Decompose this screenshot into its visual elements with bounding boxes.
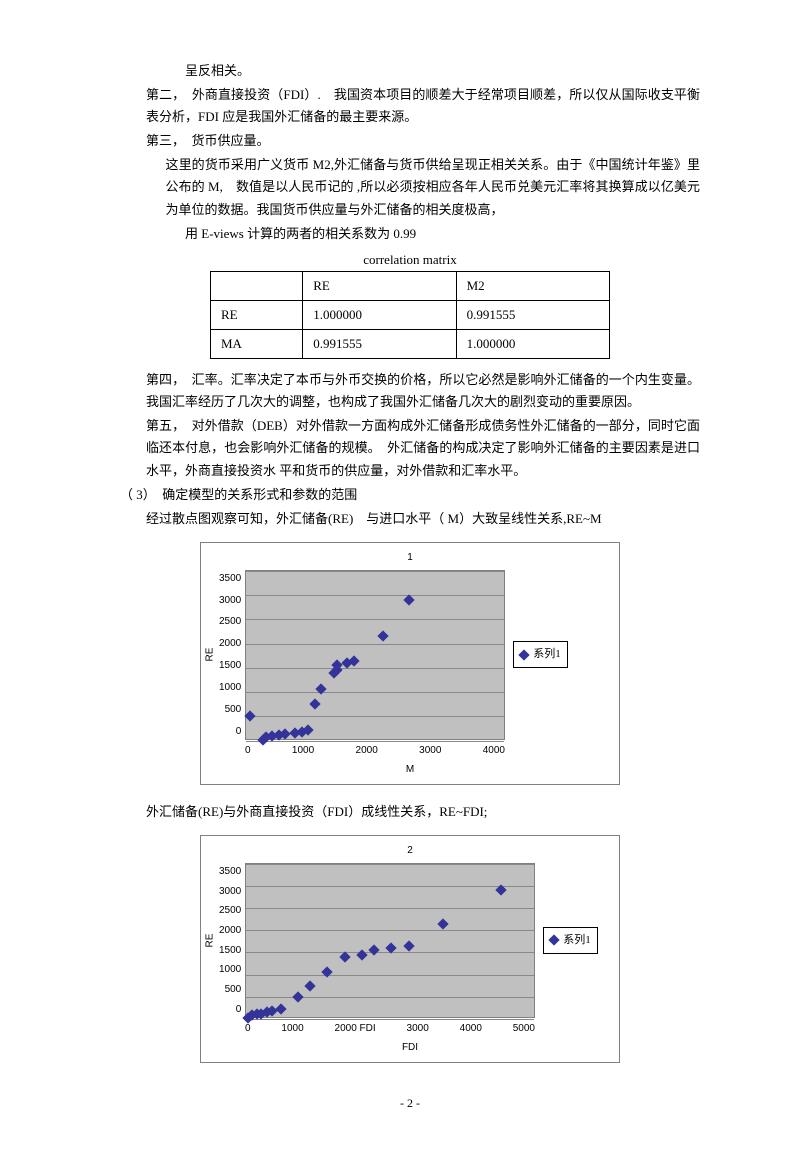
ytick-label: 3500 [219, 570, 241, 587]
page-number: - 2 - [120, 1093, 700, 1113]
para-2: 第三， 货币供应量。 [120, 130, 700, 152]
chart-1: 1 RE 3500 3000 2500 2000 1500 1000 500 0 系列1 0 1… [200, 542, 620, 785]
chart-2: 2 RE 3500 3000 2500 2000 1500 1000 5000 系列1 0 1… [200, 835, 620, 1063]
th-blank [211, 271, 303, 300]
diamond-marker-icon [519, 649, 530, 660]
ytick-label: 2000 [219, 922, 241, 939]
ytick-label: 1500 [219, 942, 241, 959]
chart-2-box: 2 RE 3500 3000 2500 2000 1500 1000 5000 系列1 0 1… [200, 835, 620, 1063]
data-point [368, 945, 379, 956]
data-point [304, 980, 315, 991]
chart-2-plot [245, 863, 535, 1018]
ytick-label: 3000 [219, 592, 241, 609]
cell-3: 0.991555 [303, 330, 456, 359]
th-m2: M2 [456, 271, 609, 300]
para-6: 第五， 对外借款（DEB）对外借款一方面构成外汇储备形成债务性外汇储备的一部分，… [120, 415, 700, 481]
diamond-marker-icon [549, 935, 560, 946]
ytick-label: 2500 [219, 613, 241, 630]
xtick-label: 2000 FDI [335, 1020, 376, 1037]
chart-2-ylabel: RE [201, 863, 219, 1018]
chart-2-legend-label: 系列1 [563, 931, 591, 950]
cell-re: RE [211, 300, 303, 329]
chart-2-title: 2 [201, 836, 619, 863]
ytick-label: 1500 [219, 657, 241, 674]
para-7: （ 3） 确定模型的关系形式和参数的范围 [120, 484, 700, 506]
xtick-label: 3000 [419, 742, 441, 759]
cell-ma: MA [211, 330, 303, 359]
correlation-table: RE M2 RE 1.000000 0.991555 MA 0.991555 1… [210, 271, 610, 359]
para-0: 呈反相关。 [120, 60, 700, 82]
data-point [293, 991, 304, 1002]
cell-1: 1.000000 [303, 300, 456, 329]
data-point [438, 918, 449, 929]
chart-1-yaxis: 3500 3000 2500 2000 1500 1000 500 0 [219, 570, 245, 740]
cell-4: 1.000000 [456, 330, 609, 359]
chart-2-xlabel: FDI [201, 1037, 619, 1062]
data-point [309, 699, 320, 710]
xtick-label: 3000 [407, 1020, 429, 1037]
ytick-label: 2000 [219, 635, 241, 652]
table-caption: correlation matrix [120, 249, 700, 271]
ytick-label: 0 [219, 723, 241, 740]
para-4: 用 E-views 计算的两者的相关系数为 0.99 [120, 223, 700, 245]
ytick-label: 1000 [219, 679, 241, 696]
data-point [275, 1003, 286, 1014]
chart-1-plot [245, 570, 505, 740]
para-8: 经过散点图观察可知，外汇储备(RE) 与进口水平（ M）大致呈线性关系,RE~M [120, 508, 700, 530]
ytick-label: 2500 [219, 902, 241, 919]
data-point [403, 940, 414, 951]
chart-1-xlabel: M [201, 759, 619, 784]
chart-1-legend-label: 系列1 [533, 645, 561, 664]
xtick-label: 1000 [292, 742, 314, 759]
xtick-label: 4000 [460, 1020, 482, 1037]
page: 呈反相关。 第二， 外商直接投资（FDI）. 我国资本项目的顺差大于经常项目顺差… [0, 0, 800, 1153]
xtick-label: 1000 [281, 1020, 303, 1037]
para-1: 第二， 外商直接投资（FDI）. 我国资本项目的顺差大于经常项目顺差，所以仅从国… [120, 84, 700, 128]
cell-2: 0.991555 [456, 300, 609, 329]
para-5: 第四， 汇率。汇率决定了本币与外币交换的价格，所以它必然是影响外汇储备的一个内生… [120, 369, 700, 413]
chart-1-legend: 系列1 [505, 570, 574, 740]
th-re: RE [303, 271, 456, 300]
ytick-label: 500 [219, 701, 241, 718]
chart-2-yaxis: 3500 3000 2500 2000 1500 1000 500 0 [219, 863, 245, 1018]
chart-2-xaxis: 010002000 FDI300040005000 [245, 1018, 535, 1037]
chart-1-box: 1 RE 3500 3000 2500 2000 1500 1000 500 0 系列1 0 1… [200, 542, 620, 785]
data-point [377, 631, 388, 642]
chart-1-ylabel: RE [201, 570, 219, 740]
chart-1-title: 1 [201, 543, 619, 570]
ytick-label: 3000 [219, 883, 241, 900]
data-point [357, 949, 368, 960]
ytick-label: 3500 [219, 863, 241, 880]
ytick-label: 500 [219, 981, 241, 998]
chart-2-legend: 系列1 [535, 863, 604, 1018]
para-3: 这里的货币采用广义货币 M2,外汇储备与货币供给呈现正相关关系。由于《中国统计年… [120, 154, 700, 220]
data-point [322, 967, 333, 978]
para-9: 外汇储备(RE)与外商直接投资（FDI）成线性关系，RE~FDI; [120, 801, 700, 823]
xtick-label: 4000 [483, 742, 505, 759]
ytick-label: 1000 [219, 961, 241, 978]
xtick-label: 5000 [513, 1020, 535, 1037]
xtick-label: 0 [245, 742, 251, 759]
chart-1-xaxis: 0 1000 2000 3000 4000 [245, 740, 505, 759]
data-point [244, 711, 255, 722]
xtick-label: 2000 [356, 742, 378, 759]
ytick-label: 0 [219, 1001, 241, 1018]
